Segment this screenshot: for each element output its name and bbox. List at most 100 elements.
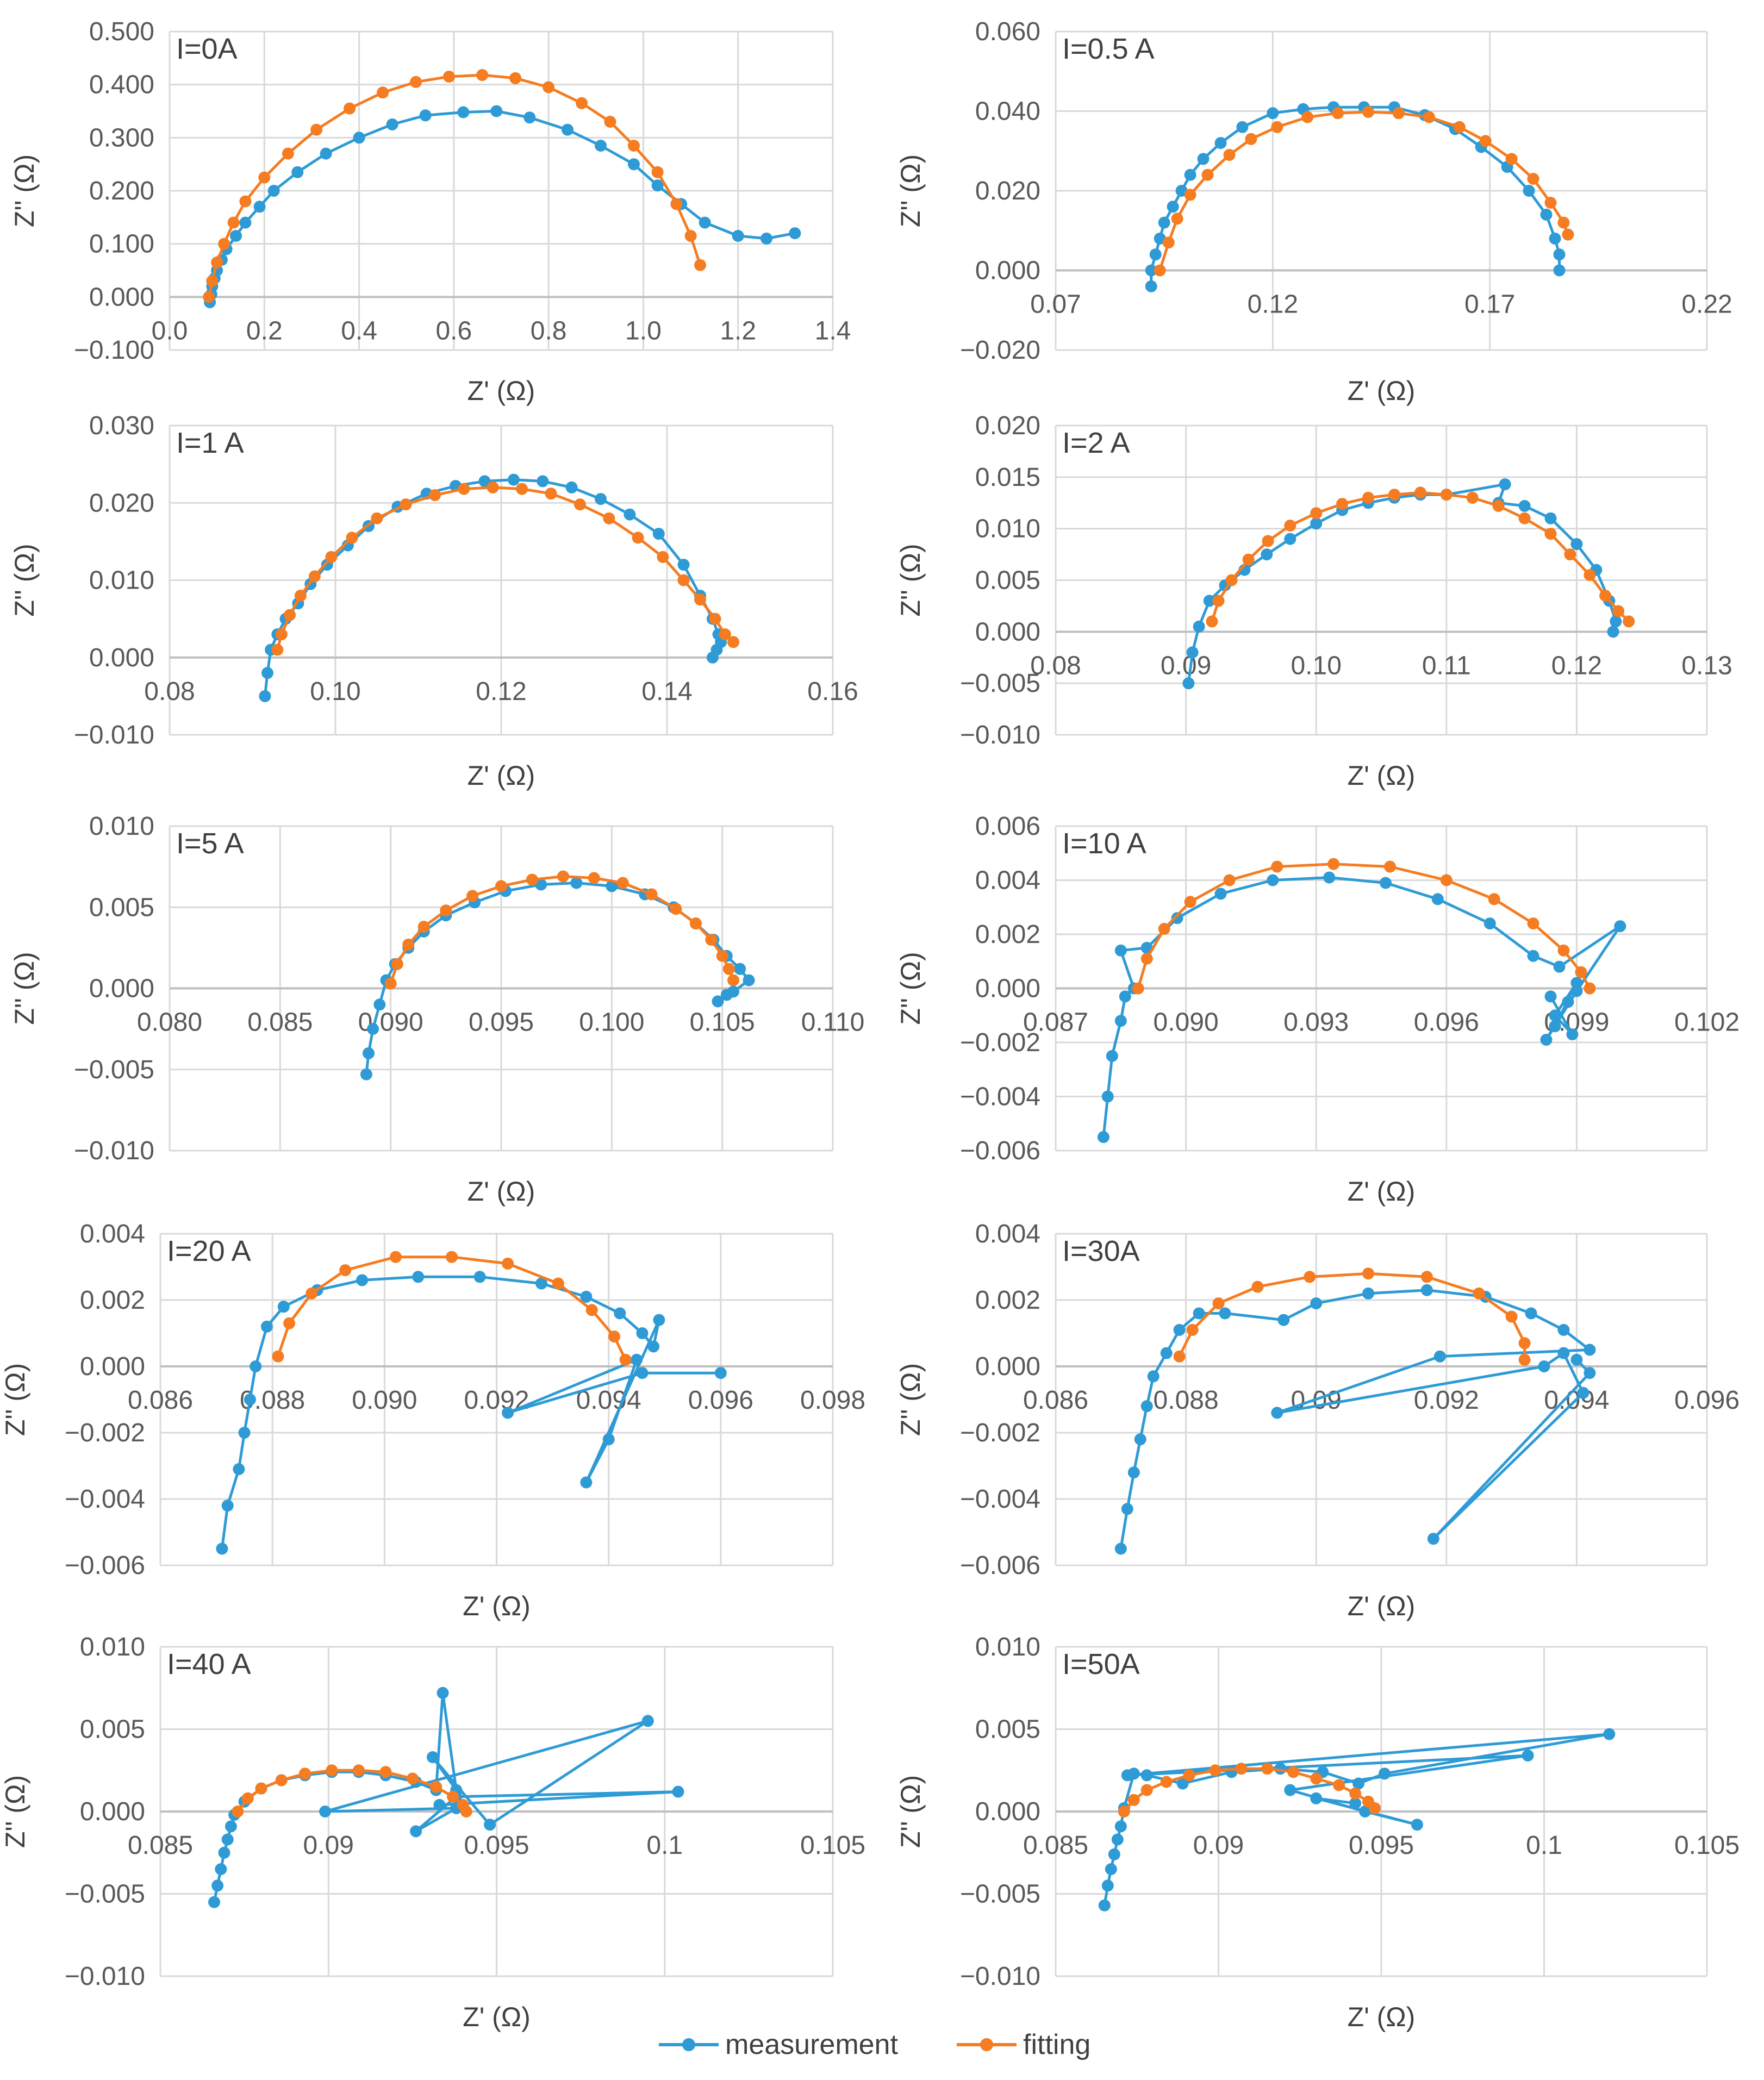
data-point-measurement xyxy=(1562,996,1574,1008)
data-point-fitting xyxy=(545,488,557,500)
data-point-measurement xyxy=(1577,1386,1590,1399)
data-point-fitting xyxy=(1527,173,1539,185)
data-point-fitting xyxy=(352,1764,365,1777)
series-line-fitting xyxy=(1137,863,1591,989)
data-point-fitting xyxy=(1310,1772,1323,1785)
data-point-measurement xyxy=(1557,1347,1570,1359)
y-tick-label: 0.002 xyxy=(975,1286,1040,1315)
data-point-measurement xyxy=(363,1047,375,1059)
chart-panel-6: 0.087 0.090 0.093 0.096 0.099 0.102−0.006−0.0… xyxy=(895,812,1740,1207)
data-point-measurement xyxy=(677,559,690,571)
data-point-measurement xyxy=(1310,1792,1323,1804)
data-point-fitting xyxy=(218,238,230,250)
data-point-fitting xyxy=(670,903,682,915)
x-axis-label: Z' (Ω) xyxy=(1348,760,1416,791)
data-point-fitting xyxy=(1201,168,1214,181)
data-point-measurement xyxy=(580,1290,593,1303)
data-point-measurement xyxy=(1566,1028,1579,1041)
x-tick-label: 0.085 xyxy=(1023,1831,1088,1860)
data-point-measurement xyxy=(652,528,665,540)
data-point-fitting xyxy=(306,1287,318,1300)
series-measurement xyxy=(1097,871,1626,1144)
data-point-fitting xyxy=(377,86,389,99)
data-point-measurement xyxy=(1499,478,1511,491)
data-point-fitting xyxy=(284,609,296,621)
data-point-fitting xyxy=(657,551,669,563)
y-axis-label: Z'' (Ω) xyxy=(895,544,926,616)
data-point-fitting xyxy=(406,1772,419,1785)
data-point-fitting xyxy=(1584,569,1596,581)
y-tick-label: 0.500 xyxy=(89,17,154,46)
y-tick-label: −0.010 xyxy=(960,1962,1040,1991)
data-point-fitting xyxy=(722,963,735,975)
data-point-fitting xyxy=(543,81,555,93)
x-tick-label: 0.102 xyxy=(1674,1008,1740,1037)
data-point-measurement xyxy=(1140,1400,1153,1413)
data-point-fitting xyxy=(344,102,356,115)
data-point-fitting xyxy=(1349,1787,1362,1800)
data-point-measurement xyxy=(1214,137,1227,149)
data-point-measurement xyxy=(1214,888,1227,900)
y-tick-label: 0.005 xyxy=(975,566,1040,595)
y-tick-label: −0.010 xyxy=(74,1136,154,1165)
x-tick-label: 0.12 xyxy=(1248,290,1298,319)
data-point-fitting xyxy=(379,1766,392,1778)
y-tick-label: 0.006 xyxy=(975,812,1040,841)
data-point-fitting xyxy=(390,1251,402,1263)
data-point-measurement xyxy=(714,1367,727,1379)
data-point-fitting xyxy=(557,870,569,883)
x-tick-label: 0.12 xyxy=(1551,651,1602,680)
data-point-fitting xyxy=(1362,491,1374,504)
data-point-measurement xyxy=(211,1879,224,1892)
data-point-measurement xyxy=(1261,548,1273,561)
data-point-fitting xyxy=(705,934,718,946)
y-tick-label: 0.200 xyxy=(89,177,154,205)
y-tick-label: −0.002 xyxy=(960,1028,1040,1057)
data-point-fitting xyxy=(429,489,441,501)
y-tick-label: 0.004 xyxy=(975,1220,1040,1248)
data-point-measurement xyxy=(1362,1287,1374,1300)
data-point-measurement xyxy=(253,201,266,213)
data-point-measurement xyxy=(1570,538,1583,551)
data-point-fitting xyxy=(1140,1784,1153,1796)
y-tick-label: −0.100 xyxy=(74,336,154,365)
data-point-measurement xyxy=(1097,1131,1109,1144)
data-point-measurement xyxy=(1483,917,1496,930)
data-point-measurement xyxy=(427,1751,439,1763)
data-point-measurement xyxy=(1108,1848,1120,1860)
series-fitting xyxy=(1173,1267,1531,1366)
data-point-measurement xyxy=(1277,1314,1290,1326)
data-point-fitting xyxy=(616,877,629,889)
data-point-measurement xyxy=(1127,1466,1140,1479)
x-tick-label: 0.090 xyxy=(358,1008,423,1037)
data-point-measurement xyxy=(732,230,744,242)
data-point-fitting xyxy=(241,1792,254,1804)
x-tick-label: 0.09 xyxy=(1161,651,1211,680)
x-axis-label: Z' (Ω) xyxy=(1348,376,1416,406)
data-point-measurement xyxy=(218,1846,230,1859)
y-tick-label: 0.000 xyxy=(975,617,1040,646)
x-tick-label: 0.08 xyxy=(1030,651,1081,680)
data-point-fitting xyxy=(588,872,600,884)
data-point-fitting xyxy=(325,551,338,563)
data-point-fitting xyxy=(446,1251,458,1263)
data-point-fitting xyxy=(677,574,690,586)
data-point-fitting xyxy=(1557,944,1570,957)
x-tick-label: 0.080 xyxy=(137,1008,202,1037)
data-point-measurement xyxy=(1184,168,1196,181)
x-tick-label: 0.13 xyxy=(1681,651,1732,680)
data-point-fitting xyxy=(487,481,499,494)
x-tick-label: 0.10 xyxy=(310,677,360,706)
data-point-measurement xyxy=(1140,1769,1153,1782)
data-point-measurement xyxy=(225,1820,237,1833)
data-point-fitting xyxy=(1518,1337,1531,1350)
data-point-fitting xyxy=(495,880,507,892)
data-point-fitting xyxy=(1562,228,1574,241)
x-axis-label: Z' (Ω) xyxy=(1348,1176,1416,1207)
data-point-measurement xyxy=(1121,1503,1133,1515)
data-point-fitting xyxy=(1336,498,1349,510)
chart-panel-2: 0.07 0.12 0.17 0.22 −0.020 0.000 0.020 0.040 0.0… xyxy=(895,17,1732,406)
y-tick-label: 0.002 xyxy=(80,1286,145,1315)
data-point-measurement xyxy=(1145,280,1157,292)
panel-title: I=10 A xyxy=(1062,827,1146,860)
